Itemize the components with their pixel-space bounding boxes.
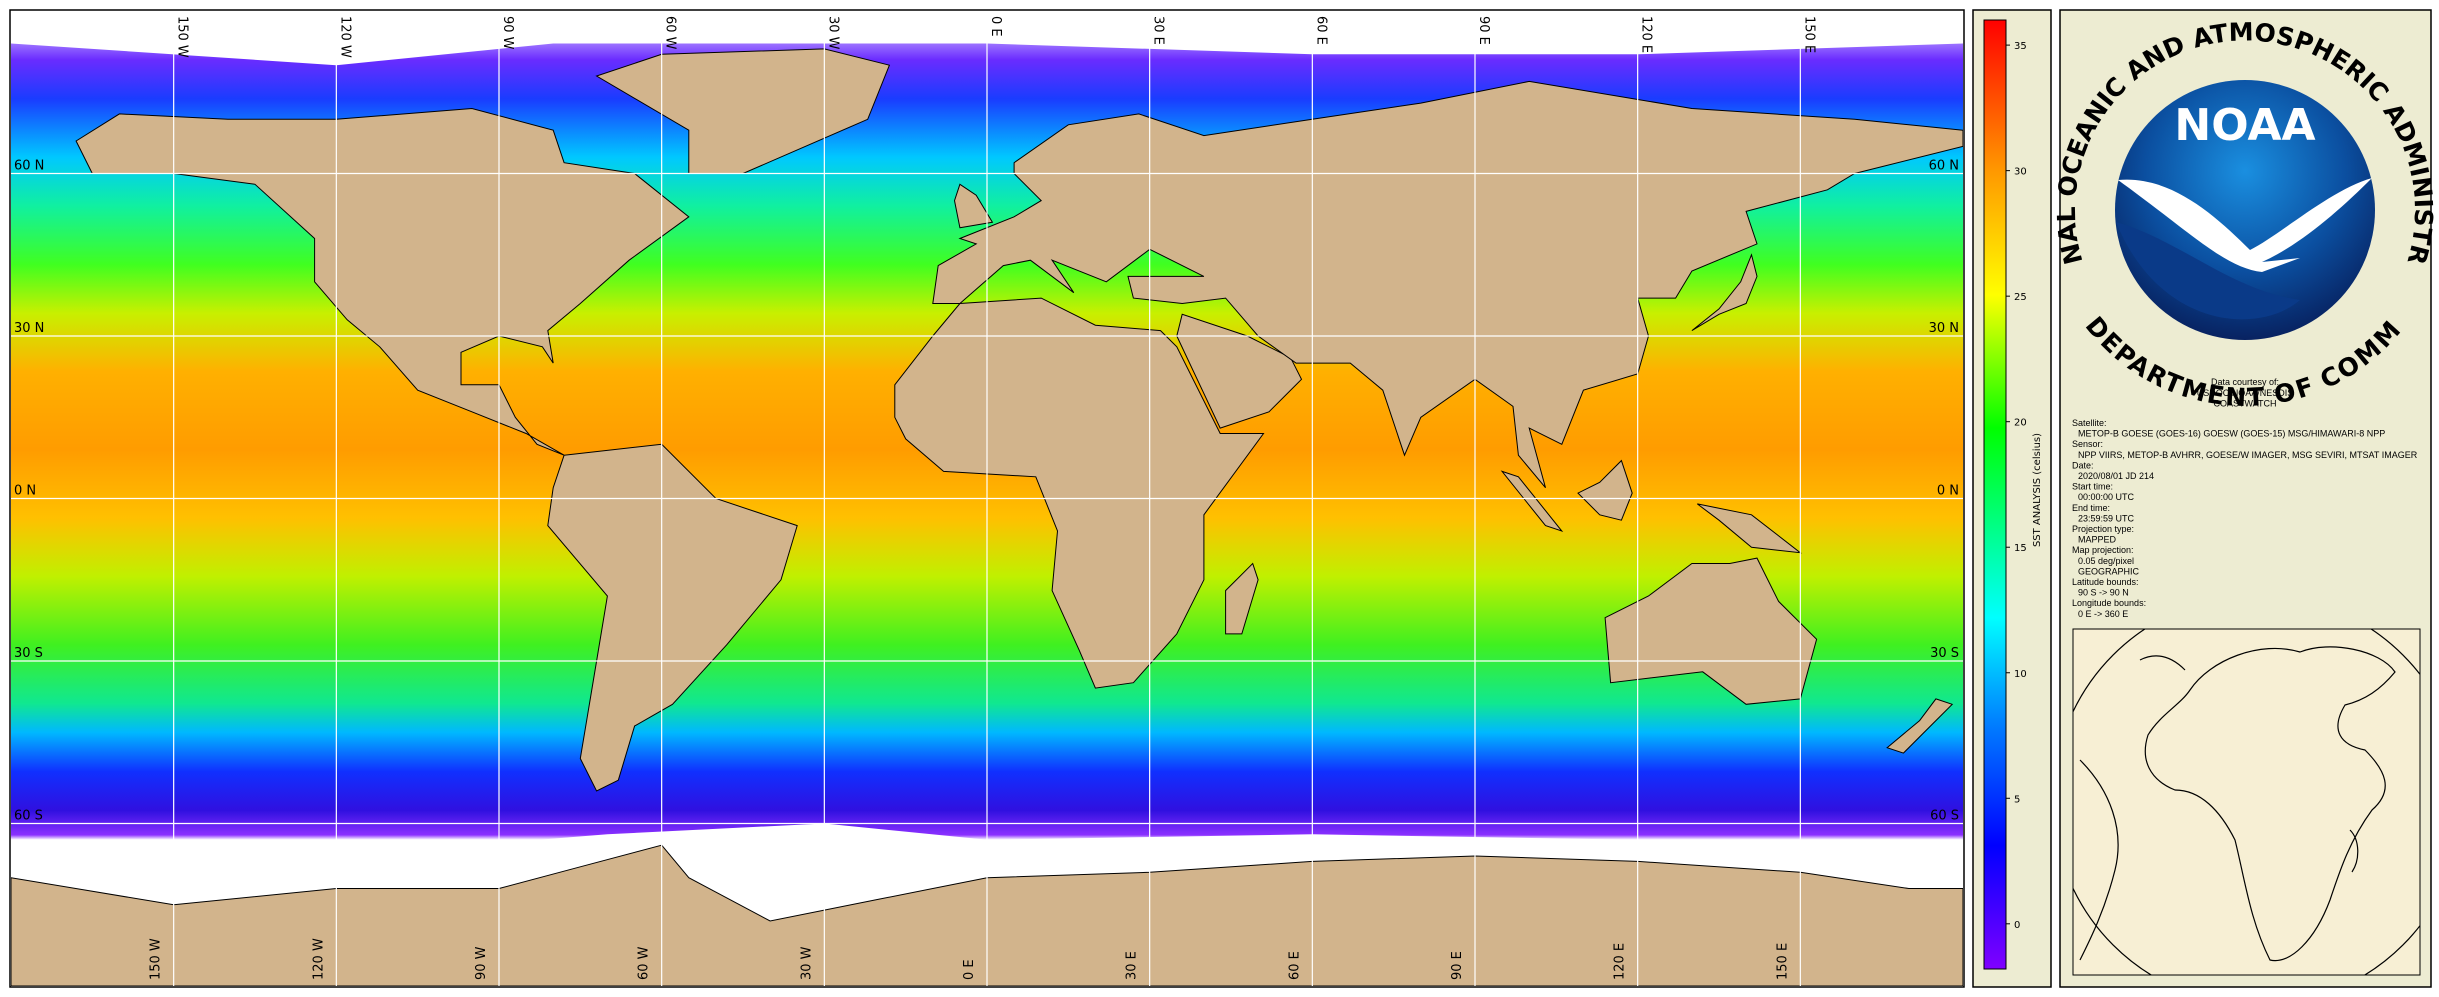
land-japan	[1691, 253, 1758, 332]
metadata-value: GEOGRAPHIC	[2078, 566, 2140, 576]
metadata-label: Date:	[2072, 460, 2094, 470]
colorbar-tick-label: 20	[2014, 418, 2027, 429]
credits-line: COASTWATCH	[2214, 399, 2277, 409]
metadata-label: Map projection:	[2072, 545, 2134, 555]
land-australia	[1604, 557, 1818, 705]
lon-label-top: 60 E	[1313, 16, 1328, 45]
logo-wave	[2116, 222, 2300, 320]
land-north-america	[75, 107, 690, 456]
lon-label-bottom: 120 W	[311, 938, 326, 980]
lon-label-bottom: 30 E	[1125, 951, 1140, 980]
metadata-label: Start time:	[2072, 482, 2113, 492]
lon-label-top: 120 E	[1639, 16, 1654, 53]
lon-label-bottom: 120 E	[1613, 943, 1628, 980]
lon-label-top: 30 E	[1151, 16, 1166, 45]
lon-label-bottom: 150 E	[1775, 943, 1790, 980]
lat-label-left: 0 N	[14, 484, 36, 499]
inset-africa	[2144, 646, 2396, 962]
lat-label-right: 0 N	[1937, 484, 1959, 499]
lon-label-bottom: 90 E	[1450, 951, 1465, 980]
metadata-value: NPP VIIRS, METOP-B AVHRR, GOESE/W IMAGER…	[2078, 450, 2418, 460]
lon-label-top: 90 W	[500, 16, 515, 50]
inset	[2072, 628, 2421, 976]
land-arabia	[1176, 313, 1303, 429]
lon-label-top: 120 W	[337, 16, 352, 58]
metadata-value: MAPPED	[2078, 535, 2117, 545]
colorbar-tick-label: 35	[2014, 41, 2027, 52]
metadata-label: Satellite:	[2072, 418, 2107, 428]
lon-label-bottom: 0 E	[962, 959, 977, 980]
metadata-value: METOP-B GOESE (GOES-16) GOESW (GOES-15) …	[2078, 429, 2385, 439]
logo-name: NOAA	[2174, 100, 2315, 151]
colorbar: 0 5 10 15 20 25 30 35 SST ANALYSIS (celsius)	[1983, 19, 2043, 970]
lat-label-left: 60 S	[14, 809, 43, 824]
metadata-value: 90 S -> 90 N	[2078, 588, 2129, 598]
metadata-label: Projection type:	[2072, 524, 2134, 534]
lat-label-left: 30 S	[14, 646, 43, 661]
metadata-label: Sensor:	[2072, 439, 2103, 449]
credits-line: USDOC/NOAA/NESDIS	[2197, 388, 2294, 398]
lon-label-bottom: 150 W	[149, 938, 164, 980]
lon-label-bottom: 60 W	[637, 946, 652, 980]
inset-frame	[2072, 628, 2421, 976]
lon-label-bottom: 30 W	[799, 946, 814, 980]
land-borneo	[1577, 459, 1633, 521]
colorbar-bar	[1983, 19, 2007, 970]
metadata-value: 00:00:00 UTC	[2078, 492, 2135, 502]
land-madagascar	[1225, 562, 1259, 635]
lon-label-top: 0 E	[988, 16, 1003, 37]
lon-label-top: 150 W	[175, 16, 190, 58]
map-labels: 150 W 150 W 120 W 120 W 90 W 90 W 60 W 60 W 30 W…	[14, 16, 1959, 980]
lon-label-top: 30 W	[825, 16, 840, 50]
colorbar-tick-label: 10	[2014, 669, 2027, 680]
lon-label-top: 60 W	[663, 16, 678, 50]
colorbar-title: SST ANALYSIS (celsius)	[2032, 433, 2043, 547]
land-new-guinea	[1696, 503, 1803, 554]
lon-label-top: 90 E	[1476, 16, 1491, 45]
lon-label-bottom: 90 W	[474, 946, 489, 980]
lat-label-right: 60 S	[1930, 809, 1959, 824]
map	[11, 11, 1963, 986]
land-south-america	[547, 443, 798, 792]
colorbar-tick-label: 15	[2014, 543, 2027, 554]
metadata-value: 0 E -> 360 E	[2078, 609, 2128, 619]
metadata-label: Longitude bounds:	[2072, 598, 2146, 608]
colorbar-tick-label: 5	[2014, 794, 2020, 805]
lat-label-left: 30 N	[14, 321, 44, 336]
inset-south-america	[2079, 759, 2119, 961]
inset-coasts	[2139, 655, 2359, 873]
metadata-value: 2020/08/01 JD 214	[2078, 471, 2154, 481]
lat-label-left: 60 N	[14, 159, 44, 174]
lat-label-right: 30 S	[1930, 646, 1959, 661]
metadata-label: End time:	[2072, 503, 2110, 513]
lon-label-bottom: 60 E	[1287, 951, 1302, 980]
metadata-value: 0.05 deg/pixel	[2078, 556, 2134, 566]
metadata-label: Latitude bounds:	[2072, 577, 2139, 587]
lon-label-top: 150 E	[1801, 16, 1816, 53]
land-sumatra	[1500, 470, 1564, 533]
credits-heading: Data courtesy of:	[2211, 377, 2279, 387]
land-new-zealand	[1886, 698, 1954, 754]
lat-label-right: 30 N	[1929, 321, 1959, 336]
colorbar-tick-label: 30	[2014, 167, 2027, 178]
colorbar-tick-label: 25	[2014, 292, 2027, 303]
metadata-value: 23:59:59 UTC	[2078, 513, 2135, 523]
metadata: Data courtesy of:USDOC/NOAA/NESDISCOASTW…	[2072, 377, 2418, 619]
lat-label-right: 60 N	[1929, 159, 1959, 174]
colorbar-tick-label: 0	[2014, 920, 2020, 931]
logo-bird	[2118, 178, 2372, 272]
